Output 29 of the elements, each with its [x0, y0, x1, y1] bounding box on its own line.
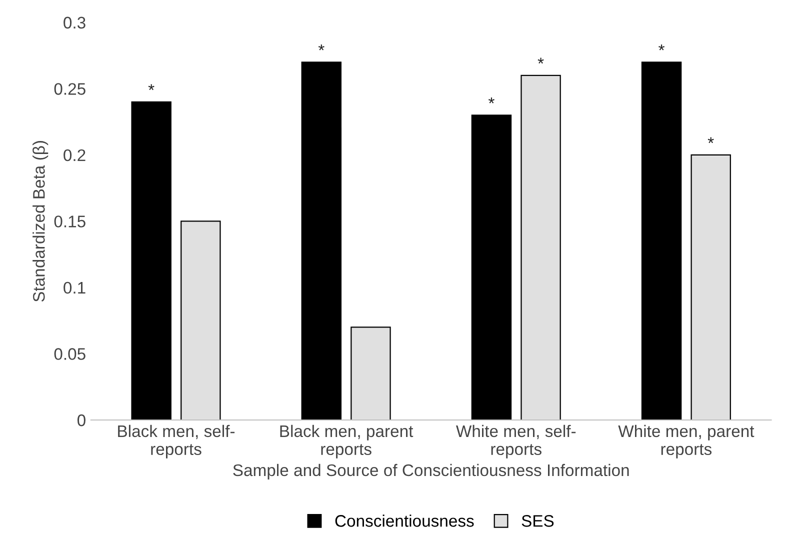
data-label: * — [148, 84, 154, 90]
legend-label: SES — [522, 515, 554, 527]
x-axis-title: Sample and Source of Conscientiousness Information — [233, 464, 629, 480]
y-axis-title: Standardized Beta (β) — [32, 141, 48, 302]
y-tick-label: 0.25 — [54, 83, 86, 95]
bar — [131, 101, 172, 420]
y-tick-label: 0.05 — [54, 348, 86, 360]
y-tick-label: 0.15 — [54, 216, 86, 228]
x-tick-label: Black men, parent reports — [280, 424, 414, 458]
x-tick-label: White men, parent reports — [618, 424, 754, 458]
legend-label: Conscientiousness — [335, 514, 474, 527]
x-tick-label: Black men, self- reports — [118, 424, 235, 458]
data-label: * — [538, 58, 544, 64]
bar — [471, 114, 512, 420]
y-tick-label: 0.3 — [64, 16, 86, 29]
y-tick-label: 0.2 — [64, 149, 86, 162]
bar — [641, 62, 682, 420]
x-tick-label: White men, self- reports — [456, 424, 576, 458]
y-tick-label: 0.1 — [64, 282, 86, 294]
bar — [350, 326, 391, 420]
bar — [180, 220, 221, 420]
y-tick-label: 0 — [77, 414, 86, 426]
bar — [520, 74, 561, 420]
data-label: * — [318, 44, 324, 50]
bar — [690, 154, 731, 420]
data-label: * — [488, 97, 494, 104]
data-label: * — [658, 44, 665, 50]
bar — [301, 62, 342, 420]
data-label: * — [708, 137, 714, 144]
